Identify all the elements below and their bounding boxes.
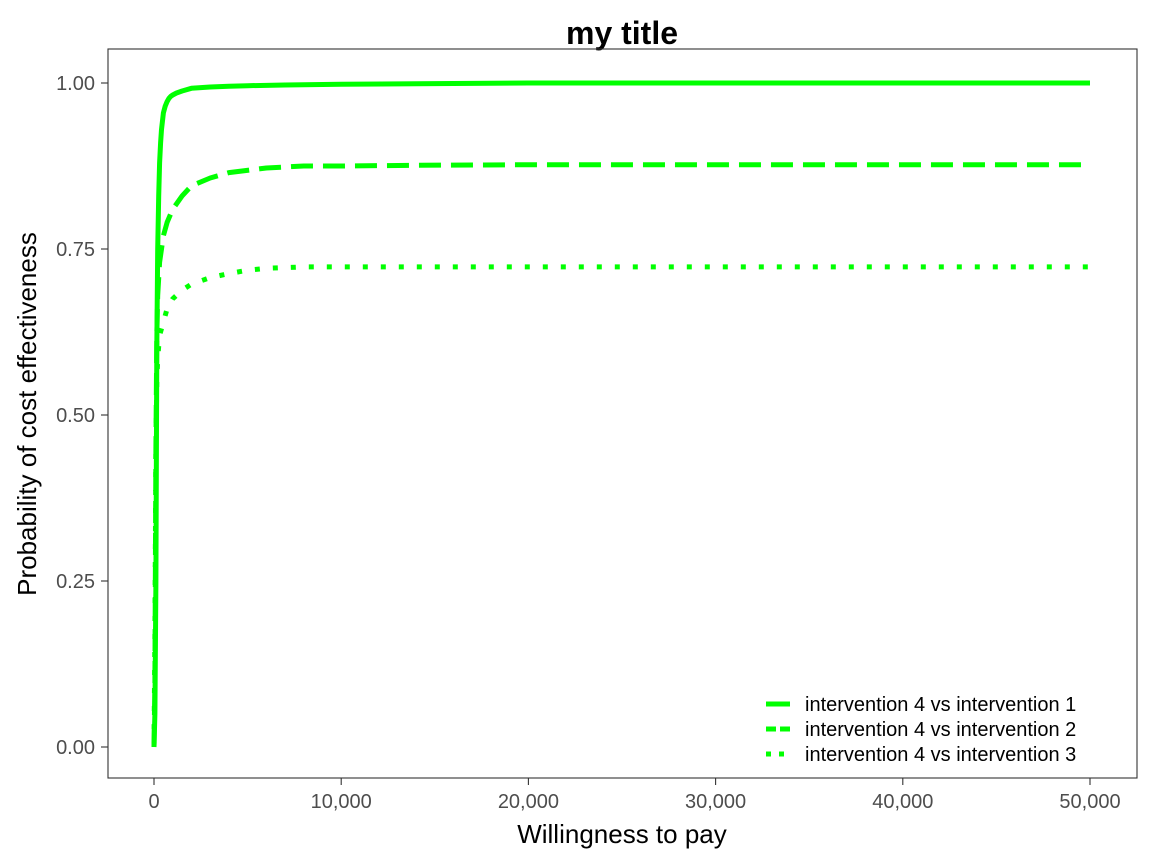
series-layer	[151, 80, 1090, 748]
y-tick-label: 0.50	[56, 405, 95, 427]
y-axis-title: Probability of cost effectiveness	[12, 232, 42, 596]
y-tick-label: 1.00	[56, 73, 95, 95]
legend: intervention 4 vs intervention 1 interven…	[766, 694, 1076, 766]
x-axis-title: Willingness to pay	[517, 819, 727, 849]
plot-panel-border	[107, 48, 1138, 779]
y-tick-label: 0.75	[56, 239, 95, 261]
x-tick-label: 50,000	[1059, 791, 1120, 813]
x-tick-label: 30,000	[685, 791, 746, 813]
y-tick-label: 0.25	[56, 571, 95, 593]
x-tick-label: 20,000	[498, 791, 559, 813]
x-axis: 0 10,000 20,000 30,000 40,000 50,000	[148, 778, 1121, 813]
series-line-3	[151, 264, 1090, 748]
legend-label-2: intervention 4 vs intervention 2	[805, 719, 1076, 741]
legend-label-3: intervention 4 vs intervention 3	[805, 744, 1076, 766]
x-tick-label: 40,000	[872, 791, 933, 813]
y-axis: 0.00 0.25 0.50 0.75 1.00	[56, 73, 108, 759]
series-line-2	[151, 162, 1090, 748]
legend-label-1: intervention 4 vs intervention 1	[805, 694, 1076, 716]
x-tick-label: 10,000	[311, 791, 372, 813]
series-line-1	[151, 80, 1090, 748]
y-tick-label: 0.00	[56, 737, 95, 759]
chart-title: my title	[566, 15, 678, 51]
x-tick-label: 0	[148, 791, 159, 813]
